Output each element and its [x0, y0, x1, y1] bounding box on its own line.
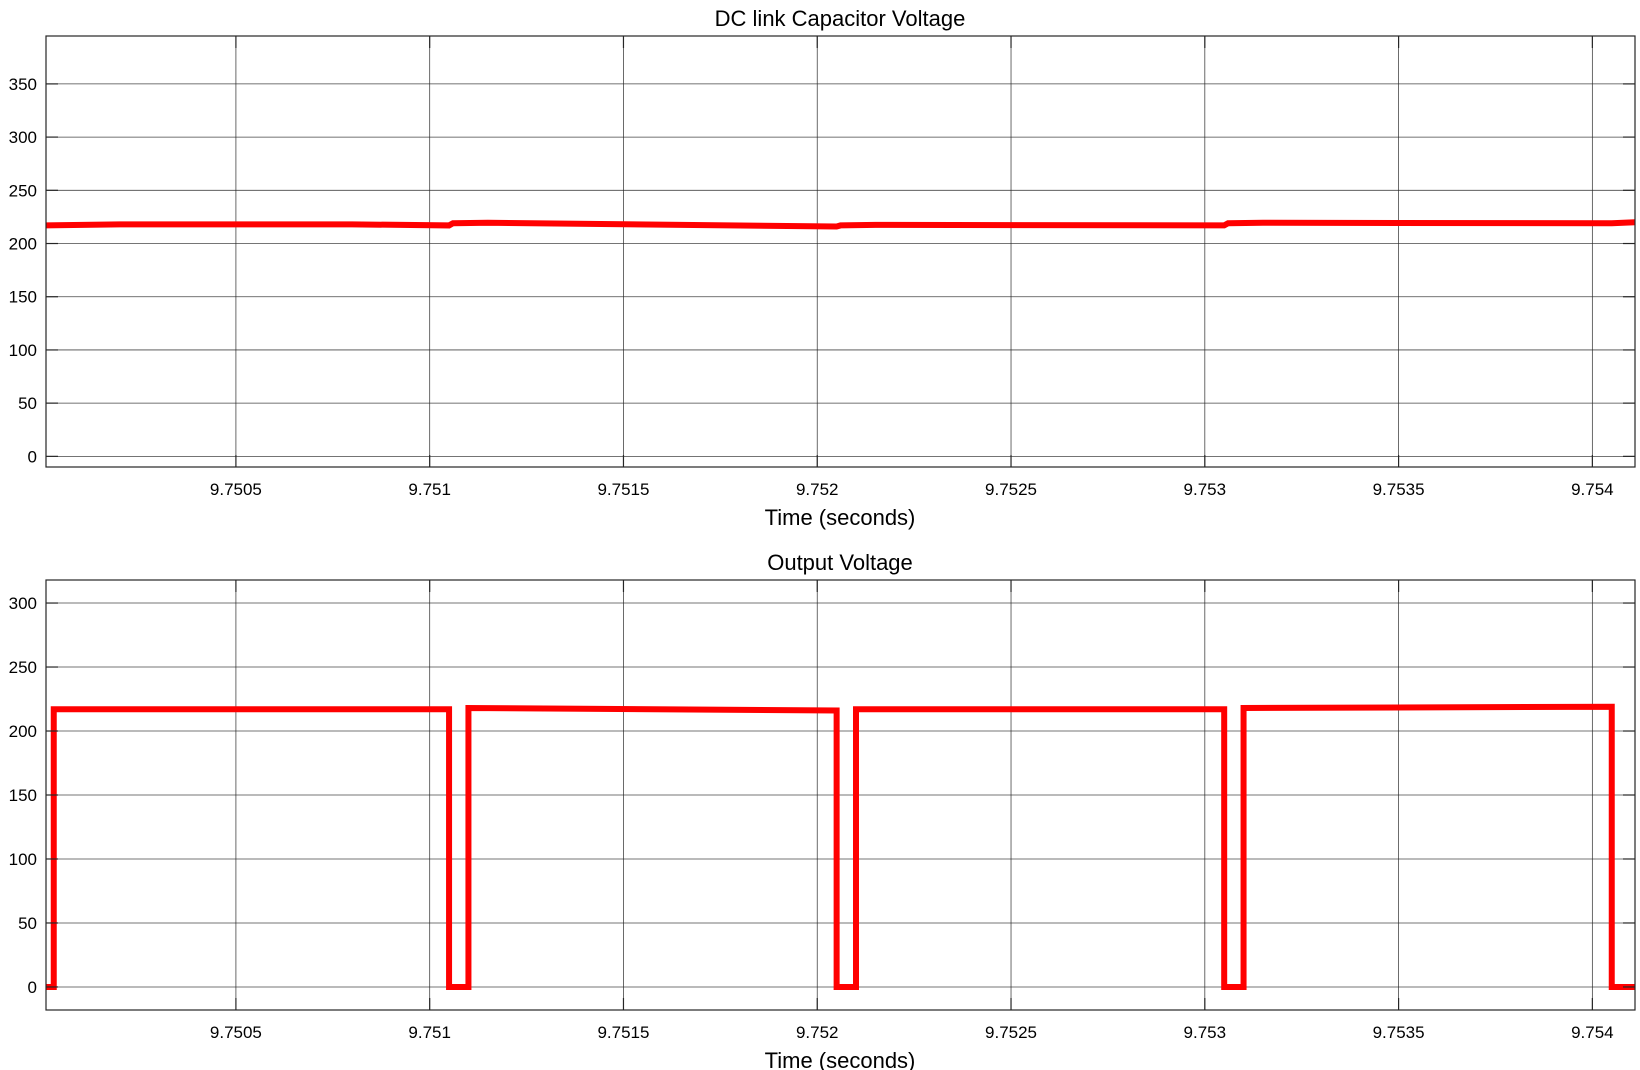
y-tick-label: 250 — [9, 181, 37, 200]
x-tick-label: 9.752 — [796, 1023, 839, 1042]
x-tick-label: 9.751 — [408, 480, 451, 499]
x-tick-label: 9.7515 — [597, 1023, 649, 1042]
dc-link-capacitor-voltage-panel: DC link Capacitor Voltage 9.7505 9.751 9.7… — [9, 6, 1636, 530]
y-tick-label: 300 — [9, 128, 37, 147]
x-tick-label: 9.7515 — [597, 480, 649, 499]
x-tick-label: 9.7535 — [1373, 1023, 1425, 1042]
grid-lines — [46, 580, 1635, 1010]
chart-title: Output Voltage — [767, 550, 913, 575]
series-lines — [46, 703, 1635, 990]
x-tick-label: 9.7525 — [985, 1023, 1037, 1042]
x-tick-labels: 9.7505 9.751 9.7515 9.752 9.7525 9.753 9.7535 9… — [210, 1023, 1614, 1042]
x-tick-label: 9.751 — [408, 1023, 451, 1042]
x-tick-labels: 9.7505 9.751 9.7515 9.752 9.7525 9.753 9.7535 9… — [210, 480, 1614, 499]
series-line — [46, 703, 1635, 990]
x-tick-label: 9.7505 — [210, 1023, 262, 1042]
x-tick-label: 9.752 — [796, 480, 839, 499]
x-tick-label: 9.754 — [1571, 480, 1614, 499]
y-tick-label: 250 — [9, 658, 37, 677]
y-tick-label: 100 — [9, 850, 37, 869]
tick-marks — [46, 580, 1635, 1010]
x-axis-label: Time (seconds) — [765, 1048, 916, 1070]
y-tick-label: 0 — [28, 978, 37, 997]
x-axis-label: Time (seconds) — [765, 505, 916, 530]
tick-marks — [46, 36, 1635, 467]
x-tick-label: 9.7505 — [210, 480, 262, 499]
y-tick-label: 50 — [18, 394, 37, 413]
x-tick-label: 9.7535 — [1373, 480, 1425, 499]
y-tick-label: 150 — [9, 786, 37, 805]
x-tick-label: 9.753 — [1184, 480, 1227, 499]
x-tick-label: 9.754 — [1571, 1023, 1614, 1042]
series-lines — [45, 219, 1636, 230]
x-tick-label: 9.753 — [1184, 1023, 1227, 1042]
grid-lines — [46, 36, 1635, 467]
y-tick-label: 350 — [9, 75, 37, 94]
output-voltage-panel: Output Voltage 9.7505 9.751 9.7515 9.752 9.7… — [9, 550, 1636, 1070]
plot-frame — [45, 35, 1636, 468]
y-tick-label: 300 — [9, 594, 37, 613]
y-tick-label: 50 — [18, 914, 37, 933]
y-tick-labels: 0 50 100 150 200 250 300 — [9, 594, 37, 997]
chart-title: DC link Capacitor Voltage — [715, 6, 966, 31]
y-tick-label: 200 — [9, 235, 37, 254]
series-line — [45, 219, 1636, 230]
y-tick-label: 150 — [9, 288, 37, 307]
y-tick-label: 100 — [9, 341, 37, 360]
x-tick-label: 9.7525 — [985, 480, 1037, 499]
y-tick-labels: 0 50 100 150 200 250 300 350 — [9, 75, 37, 466]
y-tick-label: 200 — [9, 722, 37, 741]
y-tick-label: 0 — [28, 447, 37, 466]
